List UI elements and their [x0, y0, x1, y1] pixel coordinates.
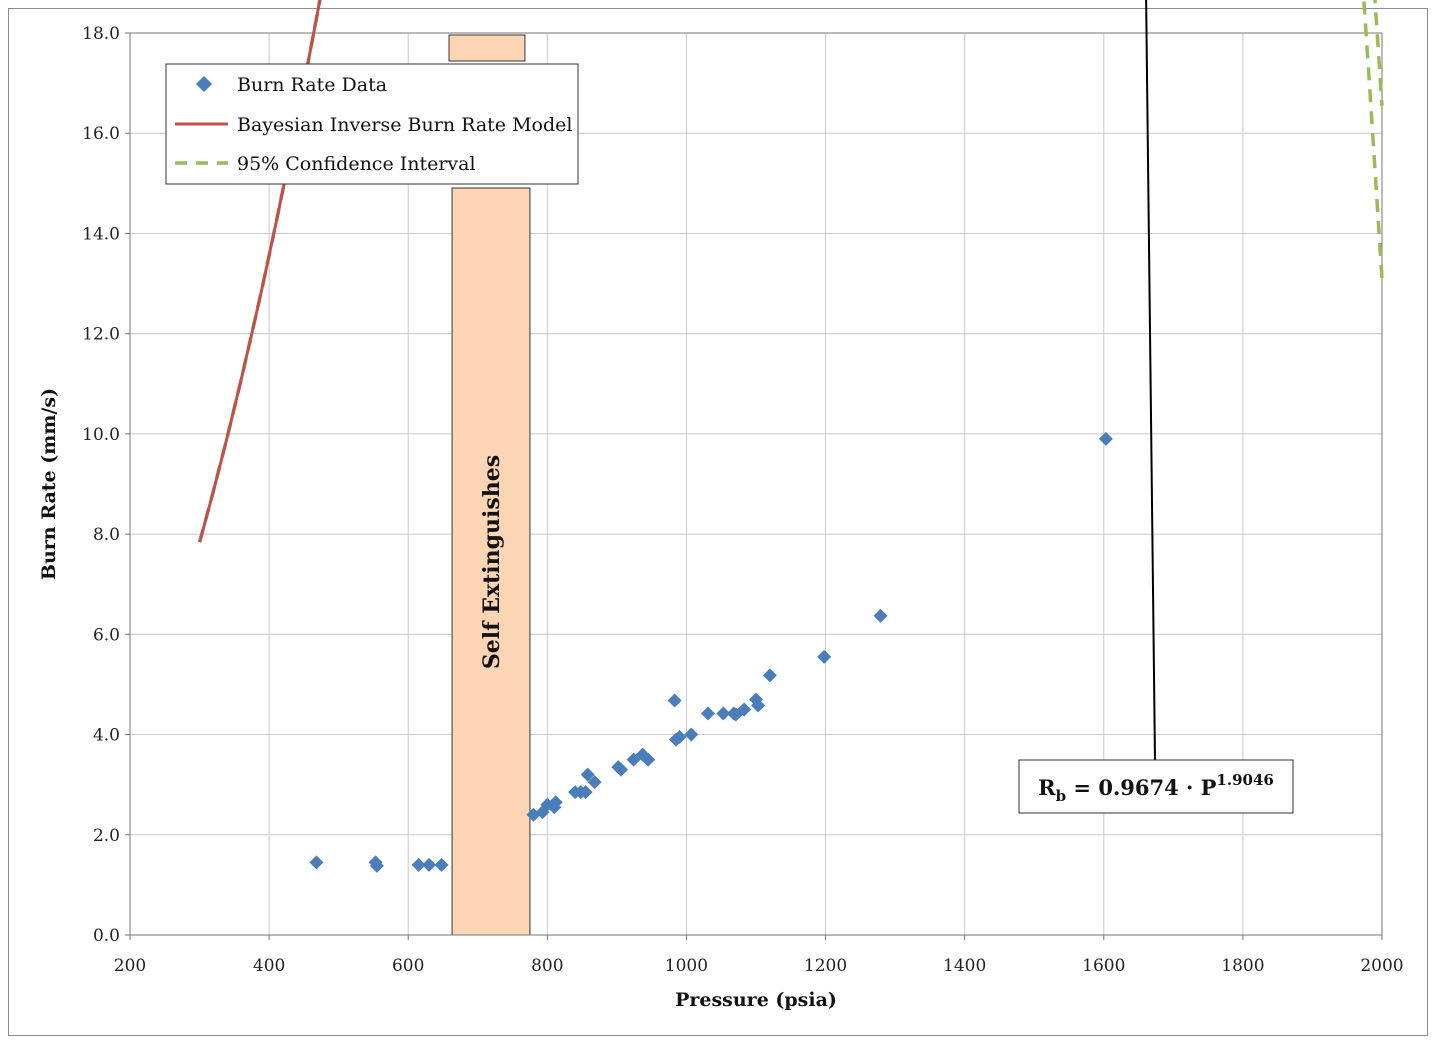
data-point — [434, 857, 449, 872]
data-point — [817, 649, 832, 664]
x-tick-label: 1800 — [1221, 956, 1264, 976]
x-tick-label: 200 — [114, 956, 146, 976]
chart-legend: Burn Rate Data Bayesian Inverse Burn Rate… — [165, 63, 579, 185]
data-point — [873, 608, 888, 623]
data-point — [667, 693, 682, 708]
data-point — [369, 858, 384, 873]
x-tick-label: 800 — [531, 956, 563, 976]
data-point — [641, 752, 656, 767]
data-point — [1098, 431, 1113, 446]
y-tick-label: 16.0 — [82, 124, 120, 144]
data-point — [762, 668, 777, 683]
self-extinguish-band — [451, 187, 531, 936]
plot-area-border — [129, 32, 1383, 936]
x-axis-title: Pressure (psia) — [675, 989, 837, 1011]
data-point — [422, 857, 437, 872]
data-point — [684, 727, 699, 742]
legend-box — [165, 63, 579, 185]
legend-label: Burn Rate Data — [237, 74, 387, 96]
data-point — [578, 785, 593, 800]
data-point — [716, 706, 731, 721]
legend-label: 95% Confidence Interval — [237, 153, 476, 175]
equation-arrow — [1145, 0, 1156, 761]
y-tick-label: 0.0 — [93, 926, 120, 946]
y-axis-title: Burn Rate (mm/s) — [38, 388, 60, 580]
x-tick-label: 1200 — [804, 956, 847, 976]
chart-frame — [8, 8, 1428, 1036]
y-tick-label: 10.0 — [82, 425, 120, 445]
x-tick-label: 2000 — [1360, 956, 1403, 976]
x-tick-label: 1400 — [943, 956, 986, 976]
chart-series — [197, 0, 1384, 873]
data-point — [411, 857, 426, 872]
equation-text: Rb = 0.9674 · P1.9046 — [1038, 771, 1274, 805]
axis-ticks: 0.0 2.0 4.0 6.0 8.0 10.0 12.0 14.0 16.0 18.0 200 40… — [82, 24, 1403, 976]
y-tick-label: 4.0 — [93, 726, 120, 746]
y-tick-label: 18.0 — [82, 24, 120, 44]
data-point — [701, 706, 716, 721]
self-extinguish-label: Self Extinguishes — [479, 455, 505, 669]
legend-label: Bayesian Inverse Burn Rate Model — [237, 114, 572, 136]
y-tick-label: 14.0 — [82, 224, 120, 244]
equation-callout: Rb = 0.9674 · P1.9046 — [1018, 0, 1294, 814]
data-point — [614, 762, 629, 777]
data-point — [580, 767, 595, 782]
x-tick-label: 1000 — [665, 956, 708, 976]
x-tick-label: 1600 — [1082, 956, 1125, 976]
data-point — [587, 775, 602, 790]
self-extinguish-band-top — [448, 34, 526, 62]
y-tick-label: 8.0 — [93, 525, 120, 545]
y-tick-label: 6.0 — [93, 625, 120, 645]
equation-box — [1018, 759, 1294, 814]
x-tick-label: 400 — [253, 956, 285, 976]
data-point — [751, 698, 766, 713]
y-tick-label: 12.0 — [82, 325, 120, 345]
y-tick-label: 2.0 — [93, 826, 120, 846]
x-tick-label: 600 — [392, 956, 424, 976]
data-point — [672, 730, 687, 745]
legend-marker-data — [196, 76, 212, 92]
data-point — [309, 855, 324, 870]
data-point — [626, 752, 641, 767]
data-point — [548, 795, 563, 810]
data-point — [737, 702, 752, 717]
